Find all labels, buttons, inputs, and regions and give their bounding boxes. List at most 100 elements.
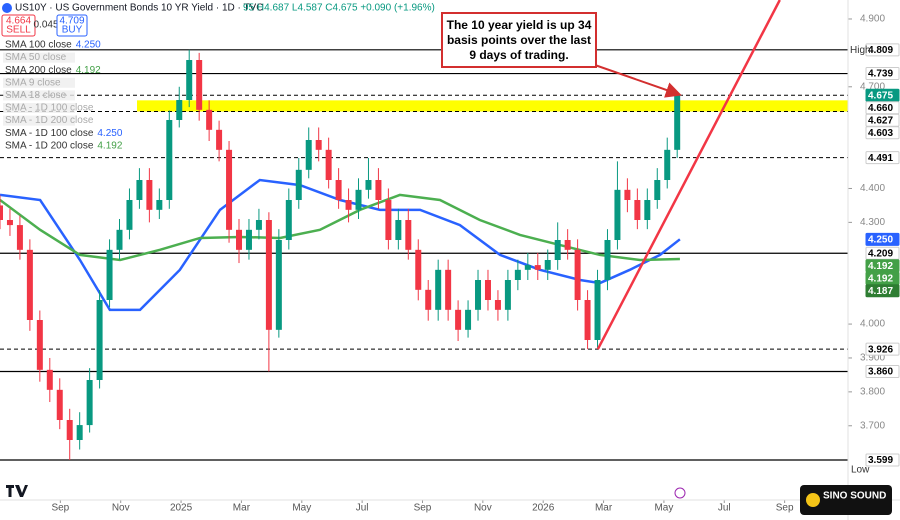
y-tick-label: 3.900 <box>860 353 885 364</box>
buy-price: 4.709 <box>59 16 84 27</box>
candle-body <box>136 180 143 200</box>
indicator-name: SMA 9 close <box>5 77 61 88</box>
y-tick-label: 4.900 <box>860 14 885 25</box>
candle-body <box>345 200 352 210</box>
price-label-box <box>865 67 900 81</box>
candle-body <box>216 129 223 150</box>
candle-body <box>106 249 113 300</box>
y-tick-label: 4.400 <box>860 183 885 194</box>
trend-line <box>596 0 781 350</box>
x-tick-label: May <box>654 503 673 514</box>
indicator-name: SMA 200 close <box>5 65 72 76</box>
x-tick-label: 2025 <box>170 503 193 514</box>
candle-body <box>415 249 422 290</box>
candle-body <box>654 180 661 200</box>
price-label: 4.809 <box>868 45 893 56</box>
candle-body <box>275 240 282 330</box>
y-tick-label: 3.800 <box>860 387 885 398</box>
plot-area <box>0 0 848 461</box>
candle-body <box>624 189 631 200</box>
price-label: 4.209 <box>868 248 893 259</box>
candle-body <box>126 200 133 230</box>
candle-body <box>504 280 511 310</box>
candle-body <box>455 309 462 330</box>
indicator-bg <box>3 90 75 101</box>
candle-body <box>305 140 312 170</box>
candle-body <box>236 229 243 250</box>
x-tick-label: Mar <box>595 503 613 514</box>
candle-body <box>325 149 332 180</box>
indicator-value: 4.250 <box>76 40 101 51</box>
price-label: 4.627 <box>868 115 893 126</box>
candle-body <box>76 425 83 440</box>
y-tick-label: 4.000 <box>860 319 885 330</box>
y-tick-label: 3.700 <box>860 420 885 431</box>
candle-body <box>245 229 252 250</box>
price-label-box <box>865 284 900 298</box>
candle-body <box>524 265 531 270</box>
indicator-name: SMA - 1D 100 close <box>5 103 94 114</box>
event-icon <box>674 487 686 499</box>
candle-body <box>196 60 203 110</box>
price-label-box <box>865 342 900 356</box>
candle-body <box>475 280 482 310</box>
candle-body <box>355 189 362 210</box>
sell-price: 4.664 <box>6 16 31 27</box>
annotation-arrow <box>591 63 682 98</box>
watermark-icon <box>806 493 820 507</box>
candle-body <box>425 289 432 310</box>
watermark: SINO SOUND <box>823 491 886 502</box>
candle-body <box>186 60 193 100</box>
sell-box <box>1 14 36 37</box>
indicator-value: 4.250 <box>97 128 122 139</box>
candle-body <box>674 95 681 150</box>
candle-body <box>16 225 23 250</box>
indicator-name: SMA - 1D 100 close <box>5 128 94 139</box>
candle-body <box>604 240 611 280</box>
price-label: 4.192 <box>868 273 893 284</box>
indicator-bg <box>3 115 75 126</box>
chart-title: US10Y · US Government Bonds 10 YR Yield … <box>15 3 263 14</box>
price-label: 3.860 <box>868 367 893 378</box>
candle-body <box>6 220 13 226</box>
candle-body <box>594 280 601 340</box>
candle-body <box>176 100 183 120</box>
candle-body <box>405 220 412 250</box>
candle-body <box>66 420 73 440</box>
price-label-box <box>865 43 900 57</box>
candle-body <box>375 180 382 200</box>
indicator-bg <box>3 52 75 63</box>
candle-body <box>465 309 472 330</box>
price-label-box <box>865 232 900 246</box>
quote-text: 95 H4.687 L4.587 C4.675 +0.090 (+1.96%) <box>243 3 435 14</box>
candle-body <box>395 220 402 240</box>
highlight-zone <box>137 100 848 112</box>
candle-body <box>614 189 621 240</box>
candle-body <box>544 260 551 270</box>
indicator-name: SMA - 1D 200 close <box>5 115 94 126</box>
buy-label: BUY <box>62 25 83 36</box>
candle-body <box>445 269 452 310</box>
x-tick-label: Sep <box>51 503 69 514</box>
spread: 0.045 <box>33 20 58 31</box>
price-label: 4.603 <box>868 128 893 139</box>
candle-body <box>116 229 123 250</box>
price-label-box <box>865 453 900 467</box>
indicator-bg <box>3 77 75 88</box>
candle-body <box>634 200 641 220</box>
candle-body <box>574 249 581 300</box>
price-label: 4.660 <box>868 103 893 114</box>
low-label: Low <box>851 465 870 476</box>
candle-body <box>534 265 541 270</box>
x-tick-label: Sep <box>414 503 432 514</box>
candle-body <box>26 249 33 320</box>
candle-body <box>335 180 342 200</box>
candle-body <box>36 320 43 370</box>
price-label: 3.926 <box>868 344 893 355</box>
x-tick-label: Nov <box>112 503 130 514</box>
tv-logo <box>6 485 28 497</box>
price-label: 4.675 <box>868 90 893 101</box>
x-tick-label: Nov <box>474 503 492 514</box>
candle-body <box>146 180 153 210</box>
